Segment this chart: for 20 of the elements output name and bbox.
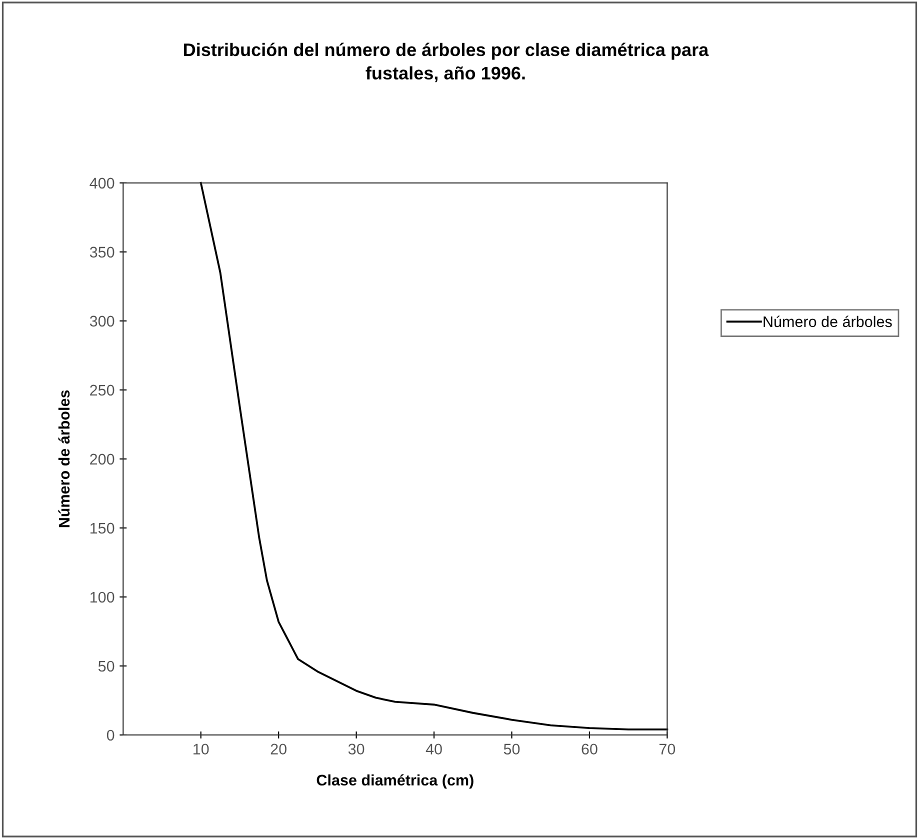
x-tick-label: 20 xyxy=(270,744,286,755)
y-tick-label: 50 xyxy=(98,660,114,672)
y-tick-label: 200 xyxy=(90,454,114,465)
chart-title: Distribución del número de árboles por clase diamétrica para fustales, año 1996. xyxy=(184,42,709,82)
y-tick-label: 0 xyxy=(106,730,114,741)
x-tick-label: 10 xyxy=(194,744,209,755)
y-tick-label: 350 xyxy=(90,246,114,258)
y-tick-label: 250 xyxy=(90,384,114,396)
x-axis-title: Clase diamétrica (cm) xyxy=(316,774,474,789)
legend-label: Número de árboles xyxy=(764,316,892,328)
y-tick-label: 400 xyxy=(90,178,114,189)
x-tick-label: 60 xyxy=(582,744,598,755)
y-tick-label: 100 xyxy=(90,592,114,603)
x-tick-label: 50 xyxy=(504,744,520,755)
y-tick-label: 150 xyxy=(90,522,114,534)
x-tick-label: 70 xyxy=(659,744,676,755)
x-tick-label: 30 xyxy=(348,744,364,755)
y-axis-title: Número de árboles xyxy=(58,390,70,528)
x-tick-label: 40 xyxy=(426,744,442,755)
y-tick-label: 300 xyxy=(90,316,114,327)
